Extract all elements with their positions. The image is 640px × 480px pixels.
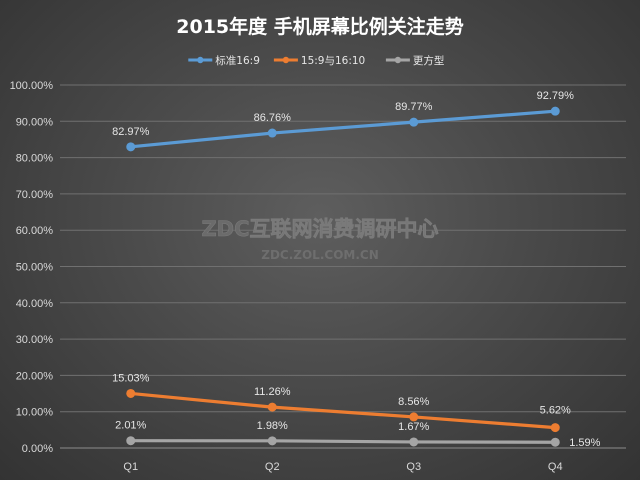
series-group: 15.03% 11.26% 8.56% 5.62% [112,372,571,433]
data-label: 8.56% [398,396,429,408]
legend-item: 15:9与16:10 [273,55,365,67]
x-tick-label: Q2 [265,461,280,473]
chart-title: 2015年度 手机屏幕比例关注走势 [176,15,464,38]
axes: 0.00% 10.00% 20.00% 30.00% 40.00% 50.00% 60.00… [10,80,626,473]
data-label: 1.98% [257,420,288,432]
data-point [550,423,560,433]
y-tick-label: 80.00% [16,153,54,165]
series-line [129,439,557,444]
data-point [409,437,419,447]
data-label: 1.67% [398,421,429,433]
legend: 标准16:9 15:9与16:10 更方型 [188,54,444,67]
x-tick-label: Q4 [548,461,563,473]
data-label: 1.59% [569,437,600,449]
data-point [550,106,560,116]
data-label: 89.77% [395,101,433,113]
legend-label: 标准16:9 [215,55,260,67]
data-label: 11.26% [254,386,291,398]
y-tick-label: 90.00% [16,116,54,128]
y-tick-label: 50.00% [16,262,54,274]
data-point [126,388,136,398]
legend-swatch-marker [282,56,290,64]
watermark-main-text: ZDC互联网消费调研中心 [201,217,438,241]
data-label: 5.62% [540,405,571,417]
series-line [129,391,557,430]
y-tick-label: 20.00% [16,370,54,382]
watermark-sub-text: ZDC.ZOL.COM.CN [261,248,379,262]
grid-lines [60,84,626,413]
data-point [267,128,277,138]
y-tick-label: 70.00% [16,189,54,201]
series-line [129,109,557,149]
legend-item: 更方型 [385,54,445,67]
series-lines: 82.97% 86.76% 89.77% 92.79% 15.03% 11.26% 8.56… [112,90,601,449]
y-tick-label: 0.00% [22,443,53,455]
data-label: 82.97% [112,126,150,138]
legend-item: 标准16:9 [188,55,260,67]
data-label: 15.03% [112,372,150,384]
x-tick-label: Q1 [123,461,138,473]
data-point [126,142,136,152]
data-point [267,402,277,412]
y-tick-label: 10.00% [16,407,54,419]
series-group: 2.01% 1.98% 1.67% 1.59% [115,420,601,450]
legend-swatch-marker [394,56,402,64]
data-point [126,436,136,446]
watermark: ZDC互联网消费调研中心 ZDC.ZOL.COM.CN [201,217,439,262]
y-tick-label: 40.00% [16,298,54,310]
legend-label: 更方型 [413,54,445,67]
y-tick-label: 60.00% [16,225,54,237]
data-label: 92.79% [537,90,575,102]
series-group: 82.97% 86.76% 89.77% 92.79% [112,90,575,152]
data-point [550,437,560,447]
y-tick-label: 100.00% [10,80,54,92]
data-point [409,412,419,422]
data-label: 86.76% [254,112,292,124]
legend-swatch-marker [197,56,204,64]
data-label: 2.01% [115,420,146,432]
y-tick-label: 30.00% [16,334,54,346]
x-tick-label: Q3 [406,461,421,473]
data-point [409,117,419,127]
data-point [267,436,277,446]
legend-label: 15:9与16:10 [301,55,365,67]
